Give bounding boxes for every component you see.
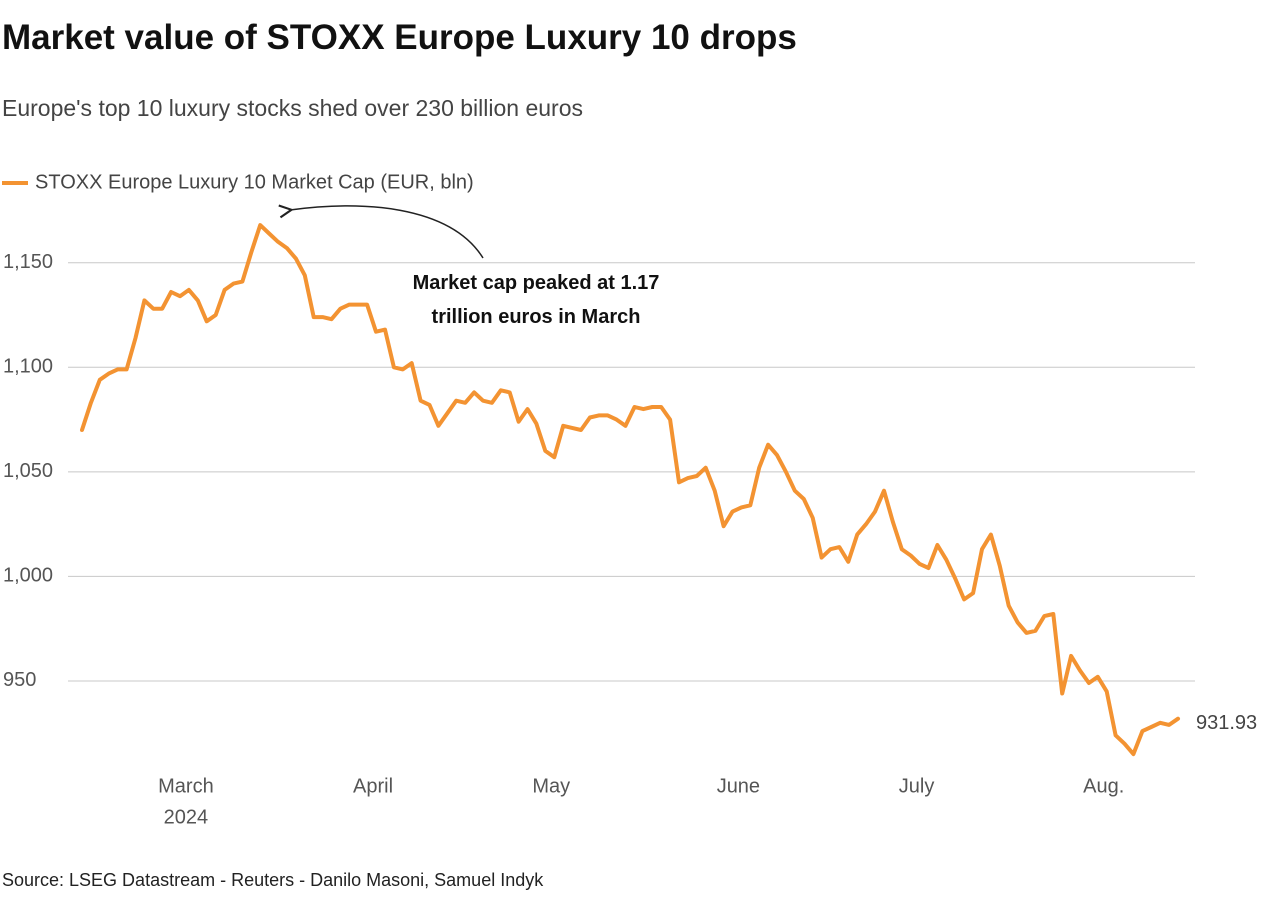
x-tick-label: March [158, 775, 214, 797]
x-tick-label: June [717, 775, 760, 797]
y-tick-label: 1,050 [3, 460, 53, 482]
x-tick-label: April [353, 775, 393, 797]
y-tick-label: 950 [3, 669, 36, 691]
y-tick-label: 1,000 [3, 565, 53, 587]
y-tick-label: 1,100 [3, 356, 53, 378]
source: Source: LSEG Datastream - Reuters - Dani… [2, 870, 544, 890]
line [80, 223, 1180, 757]
chart-title: Market value of STOXX Europe Luxury 10 d… [2, 18, 797, 57]
x-tick-label: Aug. [1083, 775, 1124, 797]
x-year-label: 2024 [164, 806, 209, 828]
annotation-arrow [290, 206, 484, 259]
legend-label: STOXX Europe Luxury 10 Market Cap (EUR, … [35, 171, 474, 193]
x-tick-label: May [532, 775, 570, 797]
x-tick-label: July [899, 775, 935, 797]
y-tick-label: 1,150 [3, 251, 53, 273]
annotation: Market cap peaked at 1.17 trillion euros… [412, 272, 660, 328]
chart-subtitle: Europe's top 10 luxury stocks shed over … [2, 95, 583, 121]
end-value-label: 931.93 [1196, 712, 1257, 734]
